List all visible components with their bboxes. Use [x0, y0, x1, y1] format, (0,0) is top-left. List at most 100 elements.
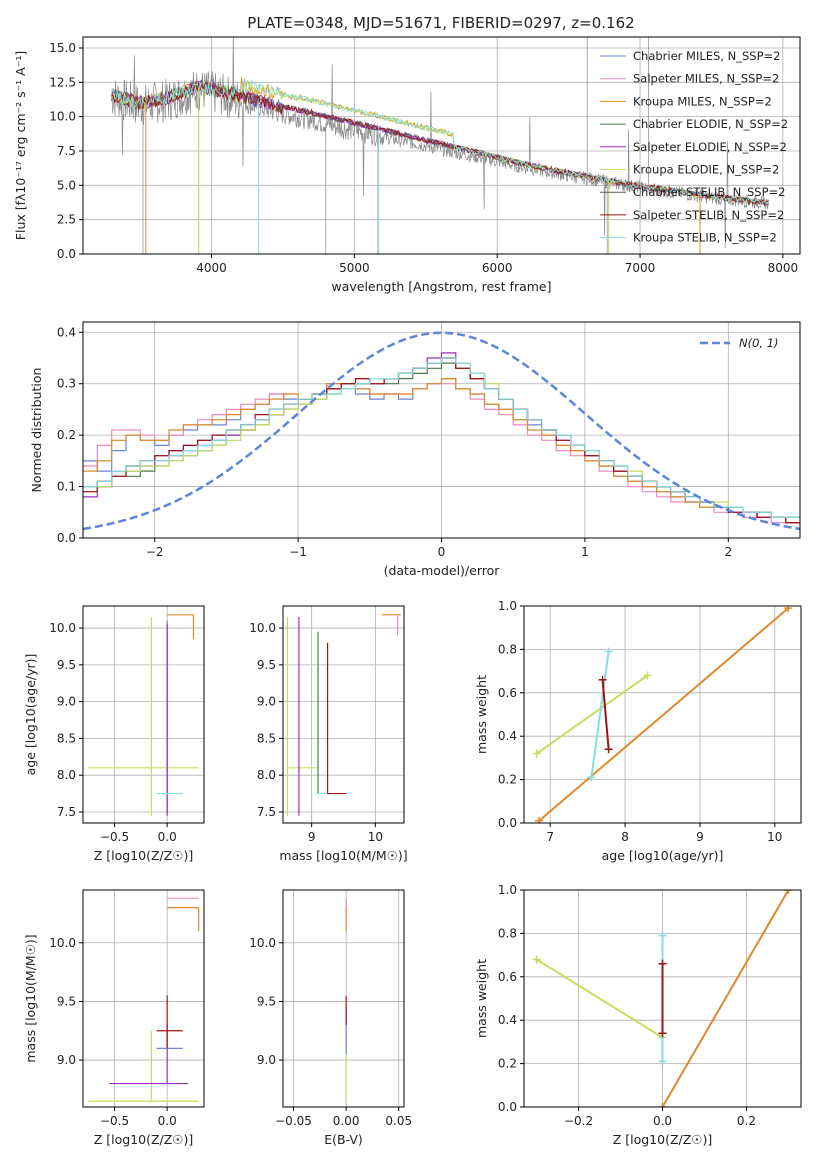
mass_weight_vs_age-ylabel: mass weight [474, 675, 489, 754]
mass-weight-point [643, 671, 652, 680]
mass_vs_Z-plot-area [88, 897, 200, 1102]
mass_weight_vs_Z-xtick-label: 0.2 [737, 1114, 756, 1128]
spectrum-ylabel: Flux [fλ10⁻¹⁷ erg cm⁻² s⁻¹ A⁻¹] [13, 51, 28, 240]
mass_vs_ebv-xtick-label: 0.05 [385, 1114, 412, 1128]
age_vs_mass-xtick-label: 9 [308, 830, 316, 844]
residuals-xtick-label: −1 [289, 545, 307, 559]
age_vs_Z-ytick-label: 9.5 [57, 658, 76, 672]
mass_weight_vs_Z-ytick-label: 0.8 [498, 926, 517, 940]
age_vs_mass-ytick-label: 8.5 [257, 731, 276, 745]
mass-weight-point [532, 749, 541, 758]
age_vs_Z-ylabel: age [log10(age/yr)] [23, 654, 38, 776]
mass_weight_vs_age-plot-area [532, 606, 793, 823]
age_vs_Z-ytick-label: 8.5 [57, 731, 76, 745]
residuals-ytick-label: 0.1 [57, 480, 76, 494]
spectrum-ytick-label: 12.5 [49, 75, 76, 89]
legend-entry: Chabrier STELIB, N_SSP=2 [633, 185, 785, 199]
mass-weight-point [532, 955, 541, 964]
residuals-ytick-label: 0.2 [57, 428, 76, 442]
age_vs_Z-axes: −0.5 0.0 7.5 8.0 8.5 9.0 9.5 10.0 Z [log10(Z/Z☉)… [23, 605, 205, 863]
mass_weight_vs_age-frame [523, 605, 802, 824]
spectrum-xtick-label: 8000 [768, 261, 799, 275]
mass_weight_vs_Z-xtick-label: 0.0 [653, 1114, 672, 1128]
mass_vs_ebv-xlabel: E(B-V) [324, 1132, 363, 1147]
mass-weight-point [658, 931, 667, 940]
mass-weight-line [590, 651, 610, 778]
mass_weight_vs_age-xtick-label: 9 [696, 830, 704, 844]
age_vs_mass-ytick-label: 9.0 [257, 695, 276, 709]
age_vs_mass-ytick-label: 8.0 [257, 768, 276, 782]
legend-entry: Salpeter ELODIE, N_SSP=2 [633, 140, 787, 154]
mass_weight_vs_Z-xtick-label: −0.2 [564, 1114, 593, 1128]
legend-entry: N(0, 1) [739, 336, 779, 350]
mass-weight-point [587, 773, 596, 782]
legend-entry: Kroupa ELODIE, N_SSP=2 [633, 163, 779, 177]
mass_weight_vs_age-xlabel: age [log10(age/yr)] [602, 848, 724, 863]
mass_vs_Z-frame [82, 889, 205, 1108]
mass_weight_vs_Z-ytick-label: 0.6 [498, 970, 517, 984]
mass_vs_Z-axes: −0.5 0.0 9.0 9.5 10.0 Z [log10(Z/Z☉)] mass [lo… [23, 889, 205, 1147]
age_vs_mass-axes: 9 10 7.5 8.0 8.5 9.0 9.5 10.0 mass [log10(M/M☉)] [249, 605, 408, 863]
mass_vs_Z-xlabel: Z [log10(Z/Z☉)] [94, 1132, 194, 1147]
age_vs_Z-ytick-label: 7.5 [57, 805, 76, 819]
residuals-xlabel: (data-model)/error [384, 563, 501, 578]
age_vs_Z-xtick-label: −0.5 [100, 830, 129, 844]
spectrum-axes: 4000 5000 6000 7000 8000 0.0 2.5 5.0 7.5 10.0 12.5… [13, 36, 801, 294]
residuals-ytick-label: 0.0 [57, 531, 76, 545]
mass_weight_vs_age-ytick-label: 0.6 [498, 686, 517, 700]
spectrum-legend: Chabrier MILES, N_SSP=2 Salpeter MILES, N… [600, 49, 788, 245]
spectrum-ytick-label: 15.0 [49, 41, 76, 55]
mass-weight-point [784, 890, 793, 894]
spectrum-frame [82, 36, 801, 255]
residuals-ylabel: Normed distribution [29, 368, 44, 493]
age_vs_mass-frame [282, 605, 405, 824]
mass-weight-line [601, 679, 610, 750]
spectrum-ytick-label: 5.0 [57, 178, 76, 192]
normal-curve [83, 331, 800, 531]
age_vs_Z-xlabel: Z [log10(Z/Z☉)] [94, 848, 194, 863]
age_vs_mass-ytick-label: 9.5 [257, 658, 276, 672]
spectrum-ytick-label: 7.5 [57, 144, 76, 158]
age_vs_Z-xtick-label: 0.0 [158, 830, 177, 844]
mass-weight-point [658, 959, 667, 968]
mass_vs_Z-ytick-label: 9.5 [57, 994, 76, 1008]
spectrum-plot-area [111, 37, 770, 254]
figure-title: PLATE=0348, MJD=51671, FIBERID=0297, z=0… [247, 14, 634, 32]
residuals-xtick-label: −2 [146, 545, 164, 559]
mass-weight-line [661, 890, 790, 1107]
spectrum-xtick-label: 4000 [196, 261, 227, 275]
mass_vs_Z-xtick-label: −0.5 [100, 1114, 129, 1128]
age_vs_mass-ytick-label: 10.0 [249, 621, 276, 635]
residuals-ytick-label: 0.3 [57, 377, 76, 391]
mass-weight-line [538, 607, 789, 822]
age_vs_mass-plot-area [286, 614, 401, 816]
legend-entry: Kroupa STELIB, N_SSP=2 [633, 231, 777, 245]
spectrum-xtick-label: 5000 [339, 261, 370, 275]
mass_vs_ebv-xtick-label: 0.00 [333, 1114, 360, 1128]
mass_weight_vs_Z-xlabel: Z [log10(Z/Z☉)] [613, 1132, 713, 1147]
age_vs_mass-xtick-label: 10 [368, 830, 383, 844]
mass_vs_Z-ytick-label: 10.0 [49, 936, 76, 950]
legend-entry: Chabrier MILES, N_SSP=2 [633, 49, 780, 63]
mass-weight-line [536, 958, 664, 1039]
mass_weight_vs_age-xtick-label: 7 [546, 830, 554, 844]
age_vs_Z-plot-area [88, 614, 199, 816]
mass-weight-point [658, 1103, 667, 1107]
residuals-frame [82, 321, 801, 539]
mass_weight_vs_Z-ytick-label: 0.4 [498, 1013, 517, 1027]
residuals-xtick-label: 0 [438, 545, 446, 559]
residuals-ytick-label: 0.4 [57, 325, 76, 339]
age_vs_Z-ytick-label: 10.0 [49, 621, 76, 635]
mass_weight_vs_age-ytick-label: 0.2 [498, 773, 517, 787]
mass_weight_vs_age-ytick-label: 0.0 [498, 816, 517, 830]
mass-weight-line [536, 674, 649, 755]
histogram-step [83, 378, 800, 524]
mass-weight-point [658, 1029, 667, 1038]
age_vs_mass-xlabel: mass [log10(M/M☉)] [279, 848, 407, 863]
mass-weight-point [604, 745, 613, 754]
residuals-legend: N(0, 1) [700, 336, 779, 350]
mass_vs_ebv-ytick-label: 10.0 [249, 936, 276, 950]
mass_vs_ebv-frame [282, 889, 405, 1108]
mass-weight-point [604, 647, 613, 656]
